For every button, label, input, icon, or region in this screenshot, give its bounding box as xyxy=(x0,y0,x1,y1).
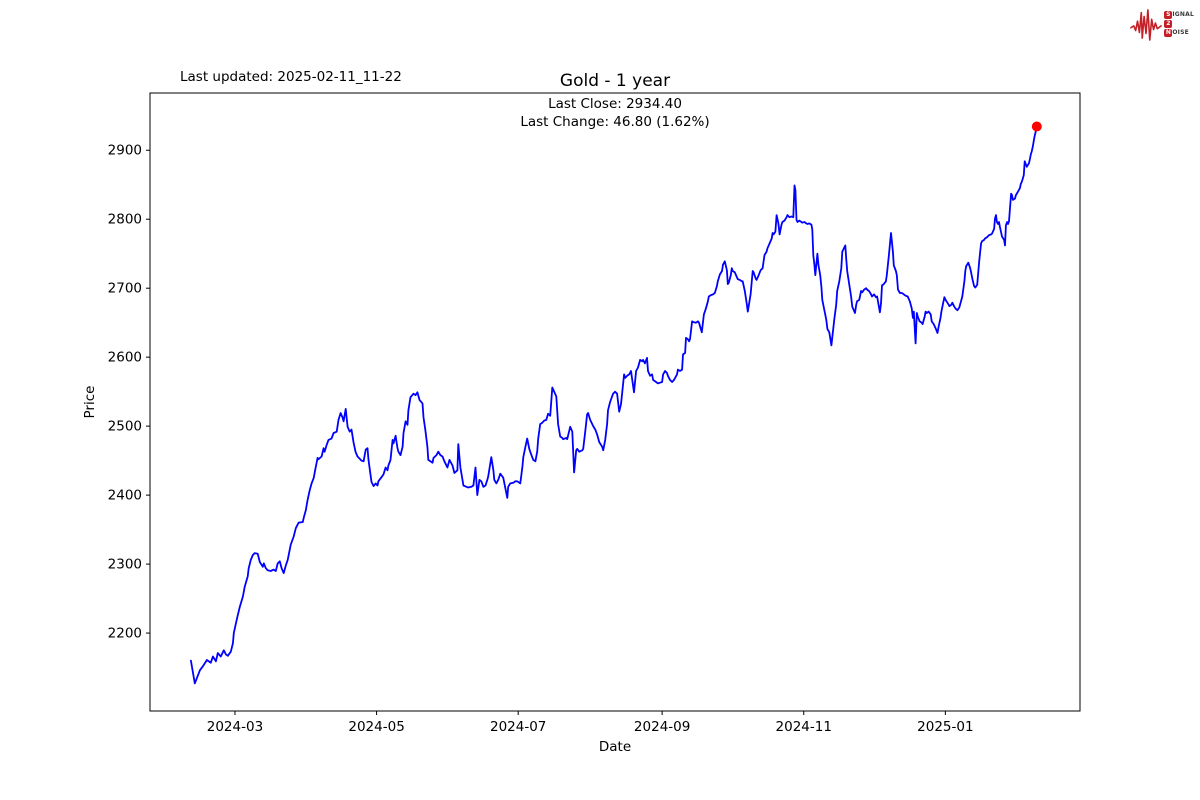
waveform-icon xyxy=(1130,9,1163,41)
y-tick-label: 2900 xyxy=(108,143,142,159)
last-close-marker xyxy=(1031,121,1042,132)
x-tick-label: 2024-09 xyxy=(634,719,690,735)
y-tick-label: 2200 xyxy=(108,626,142,642)
x-tick-label: 2024-05 xyxy=(348,719,404,735)
plot-frame xyxy=(149,92,1081,712)
x-tick-label: 2024-11 xyxy=(776,719,832,735)
y-tick-label: 2300 xyxy=(108,557,142,573)
last-updated-text: Last updated: 2025-02-11_11-22 xyxy=(180,69,402,85)
y-tick-label: 2700 xyxy=(108,281,142,297)
x-tick-label: 2024-07 xyxy=(490,719,546,735)
chart-title: Gold - 1 year xyxy=(559,71,671,91)
x-tick-label: 2024-03 xyxy=(207,719,263,735)
x-axis-label: Date xyxy=(598,739,632,755)
logo-letter-n: N xyxy=(1164,29,1173,37)
logo-word-oise: OISE xyxy=(1172,29,1189,36)
last-close-annotation: Last Close: 2934.40 xyxy=(548,96,682,112)
logo-text: S IGNAL 2 N OISE xyxy=(1164,11,1194,37)
signal2noise-logo: S IGNAL 2 N OISE xyxy=(1130,4,1194,44)
price-line xyxy=(189,125,1038,685)
logo-digit-2: 2 xyxy=(1164,20,1173,28)
logo-word-ignal: IGNAL xyxy=(1172,11,1194,18)
last-change-annotation: Last Change: 46.80 (1.62%) xyxy=(520,114,710,130)
y-tick-label: 2600 xyxy=(108,350,142,366)
y-tick-label: 2800 xyxy=(108,212,142,228)
y-axis-label: Price xyxy=(82,385,98,419)
x-tick-label: 2025-01 xyxy=(917,719,973,735)
logo-letter-s: S xyxy=(1164,11,1173,19)
y-tick-label: 2400 xyxy=(108,488,142,504)
y-tick-label: 2500 xyxy=(108,419,142,435)
